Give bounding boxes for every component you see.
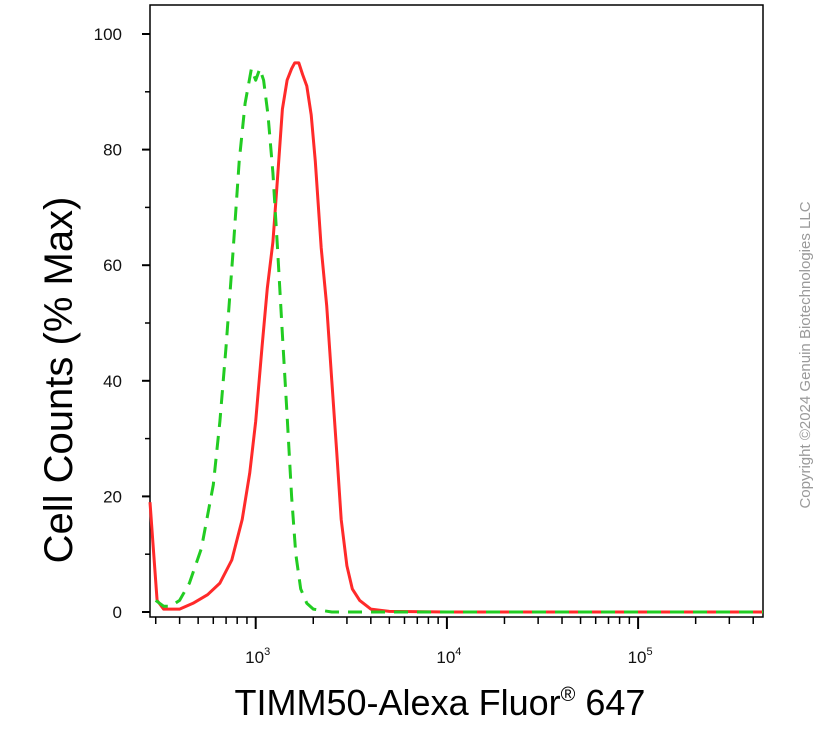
copyright-text: Copyright ©2024 Genuin Biotechnologies L… xyxy=(797,201,814,508)
sample-series-line xyxy=(148,61,763,614)
y-tick-label: 20 xyxy=(103,487,122,506)
x-tick-label: 105 xyxy=(628,646,653,667)
x-tick-label: 104 xyxy=(436,646,461,667)
y-axis-title: Cell Counts (% Max) xyxy=(37,197,81,564)
series-layer xyxy=(148,61,763,614)
y-tick-label: 100 xyxy=(94,25,122,44)
control-series-line xyxy=(154,67,763,614)
x-axis-ticks: 103 104 105 xyxy=(154,617,754,667)
x-axis-title: TIMM50-Alexa Fluor® 647 xyxy=(235,682,646,723)
y-axis-ticks: 0 20 40 60 80 100 xyxy=(94,25,150,622)
y-tick-label: 80 xyxy=(103,141,122,160)
y-tick-label: 60 xyxy=(103,256,122,275)
y-tick-label: 40 xyxy=(103,372,122,391)
plot-frame xyxy=(149,4,764,618)
y-tick-label: 0 xyxy=(113,603,122,622)
x-tick-label: 103 xyxy=(245,646,270,667)
